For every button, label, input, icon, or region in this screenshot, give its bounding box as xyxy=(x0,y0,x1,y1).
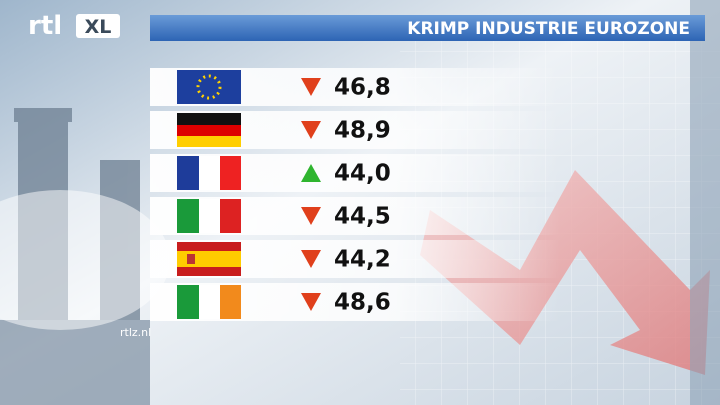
row-value: 46,8 xyxy=(334,75,391,101)
rows: 46,8 48,9 44,0 44,5 xyxy=(150,68,560,321)
watermark: rtlz.nl xyxy=(120,326,151,339)
row: 46,8 xyxy=(150,68,560,106)
logo-brand: rtl xyxy=(28,11,62,41)
row-value: 48,9 xyxy=(334,118,391,144)
trend-arrow xyxy=(301,250,321,268)
trend-arrow xyxy=(301,78,321,96)
trend-arrow xyxy=(301,207,321,225)
flag-ie xyxy=(177,285,241,319)
trend-arrow xyxy=(301,164,321,182)
row-value: 44,2 xyxy=(334,247,391,273)
logo-box xyxy=(76,14,120,38)
title-bar xyxy=(150,15,705,41)
right-edge xyxy=(690,0,720,405)
flag-eu xyxy=(177,70,241,104)
flag-de xyxy=(177,113,241,147)
row-value: 44,5 xyxy=(334,204,391,230)
row: 48,9 xyxy=(150,111,560,149)
row: 44,0 xyxy=(150,154,560,192)
logo: rtl XL xyxy=(28,11,120,41)
row-value: 44,0 xyxy=(334,161,391,187)
decline-arrow xyxy=(420,170,710,375)
flag-fr xyxy=(177,156,241,190)
flag-it xyxy=(177,199,241,233)
title: KRIMP INDUSTRIE EUROZONE xyxy=(407,19,690,39)
logo-tag: XL xyxy=(85,16,112,38)
row-value: 48,6 xyxy=(334,290,391,316)
smoke xyxy=(0,190,170,330)
trend-arrow xyxy=(301,293,321,311)
row: 44,2 xyxy=(150,240,560,278)
row: 44,5 xyxy=(150,197,560,235)
trend-arrow xyxy=(301,121,321,139)
flag-es xyxy=(177,242,241,276)
row: 48,6 xyxy=(150,283,560,321)
